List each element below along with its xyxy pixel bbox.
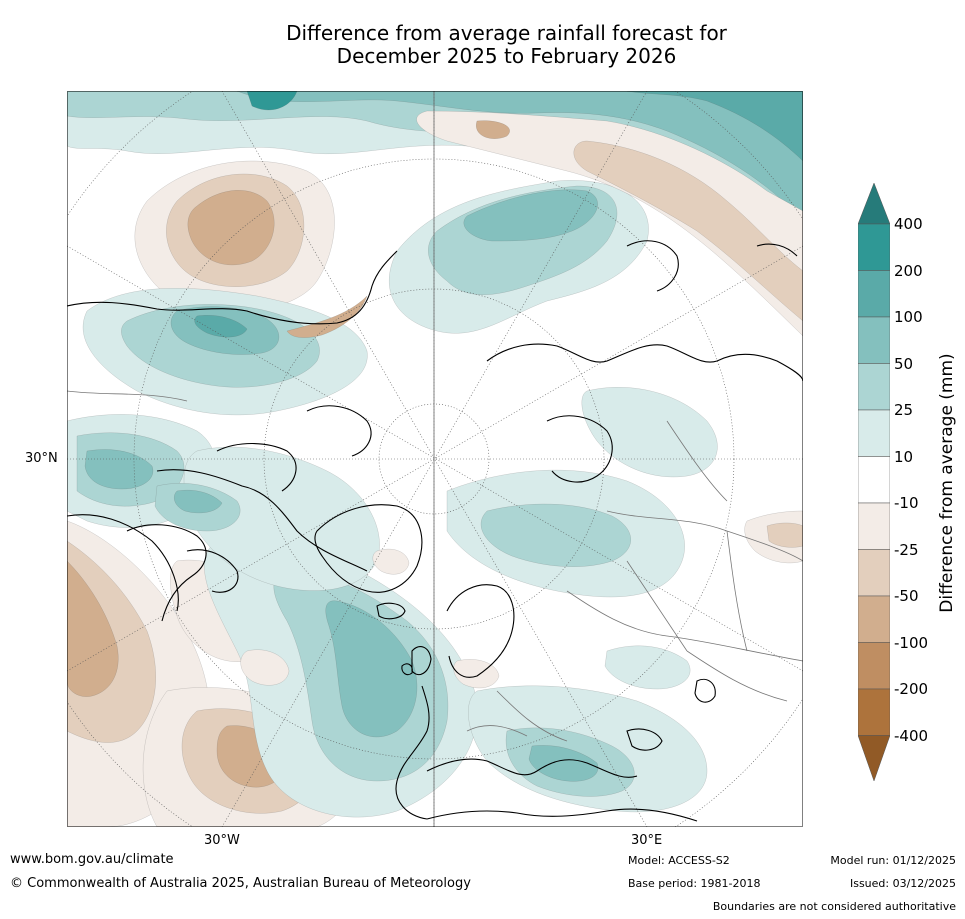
wet-anomaly-bering bbox=[388, 180, 649, 334]
colorbar-tick-minus-50: -50 bbox=[894, 587, 919, 605]
dry-anomaly-northeast-pacific bbox=[134, 160, 335, 314]
map-title: Difference from average rainfall forecas… bbox=[0, 22, 965, 68]
colorbar-tick-minus-100: -100 bbox=[894, 634, 929, 652]
colorbar-band-100-200 bbox=[857, 270, 891, 318]
colorbar-band-50-100 bbox=[857, 316, 891, 364]
country-boundaries bbox=[67, 390, 803, 742]
model-run-date: Model run: 01/12/2025 bbox=[830, 854, 956, 867]
colorbar-tick-200: 200 bbox=[894, 262, 923, 280]
colorbar-tick-minus-10: -10 bbox=[894, 494, 919, 512]
colorbar-band-m200-m100 bbox=[857, 642, 891, 690]
dry-anomaly-aleutian-strip bbox=[286, 295, 368, 338]
colorbar-band-25-50 bbox=[857, 363, 891, 411]
colorbar-band-200-400 bbox=[857, 223, 891, 271]
wet-anomaly-north-atlantic bbox=[204, 538, 478, 818]
copyright-text: © Commonwealth of Australia 2025, Austra… bbox=[10, 876, 471, 891]
model-name: Model: ACCESS-S2 bbox=[628, 854, 730, 867]
colorbar-tick-400: 400 bbox=[894, 215, 923, 233]
title-line-2: December 2025 to February 2026 bbox=[336, 44, 677, 68]
map-border bbox=[67, 91, 803, 827]
colorbar-extend-low bbox=[857, 735, 891, 782]
colorbar-tick-25: 25 bbox=[894, 401, 914, 419]
colorbar-band-m100-m50 bbox=[857, 595, 891, 643]
lon-label-30e: 30°E bbox=[631, 833, 663, 848]
wet-anomaly-siberia bbox=[446, 387, 718, 598]
colorbar bbox=[857, 182, 891, 783]
website-link[interactable]: www.bom.gov.au/climate bbox=[10, 852, 174, 867]
rainfall-anomaly-map[interactable] bbox=[67, 91, 803, 827]
boundaries-disclaimer: Boundaries are not considered authoritat… bbox=[712, 900, 956, 913]
colorbar-band-neutral bbox=[857, 456, 891, 504]
dry-anomaly-minor bbox=[240, 548, 500, 689]
dry-anomaly-east-asia bbox=[744, 510, 803, 564]
colorbar-tick-minus-25: -25 bbox=[894, 541, 919, 559]
issued-date: Issued: 03/12/2025 bbox=[849, 877, 956, 890]
colorbar-band-m50-m25 bbox=[857, 549, 891, 597]
colorbar-title: Difference from average (mm) bbox=[937, 353, 957, 613]
wet-anomaly-mediterranean bbox=[468, 645, 708, 813]
colorbar-tick-50: 50 bbox=[894, 355, 914, 373]
lat-label-30n: 30°N bbox=[25, 451, 58, 466]
coastlines bbox=[67, 240, 803, 822]
base-period: Base period: 1981-2018 bbox=[628, 877, 761, 890]
colorbar-tick-10: 10 bbox=[894, 448, 914, 466]
colorbar-tick-100: 100 bbox=[894, 308, 923, 326]
colorbar-band-10-25 bbox=[857, 409, 891, 457]
colorbar-extend-high bbox=[857, 182, 891, 225]
wet-anomaly-gulf-of-alaska bbox=[82, 288, 368, 416]
dry-anomaly-aleutian bbox=[416, 110, 803, 337]
lon-label-30w: 30°W bbox=[204, 833, 240, 848]
colorbar-band-m25-m10 bbox=[857, 502, 891, 550]
title-line-1: Difference from average rainfall forecas… bbox=[286, 21, 727, 45]
colorbar-tick-minus-400: -400 bbox=[894, 727, 929, 745]
colorbar-tick-minus-200: -200 bbox=[894, 680, 929, 698]
colorbar-band-m400-m200 bbox=[857, 688, 891, 736]
